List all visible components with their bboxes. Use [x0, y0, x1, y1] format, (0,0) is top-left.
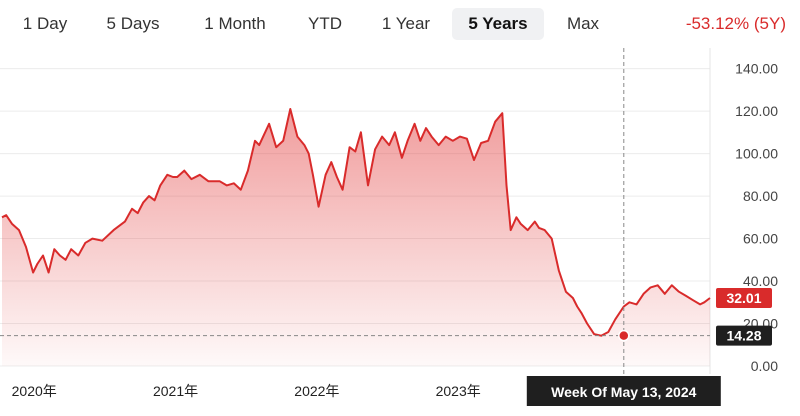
y-tick-label: 0.00	[751, 358, 778, 374]
change-value: -53.12%	[685, 14, 750, 33]
tab-ytd[interactable]: YTD	[308, 14, 342, 33]
change-period: (5Y)	[753, 14, 786, 33]
crosshair-price-label: 14.28	[726, 328, 761, 344]
tab-1-day[interactable]: 1 Day	[22, 14, 68, 33]
crosshair-price-badge: 14.28	[716, 325, 772, 346]
current-price-label: 32.01	[726, 290, 761, 306]
tab-5-years[interactable]: 5 Years	[452, 8, 544, 40]
price-chart[interactable]: 0.0020.0040.0060.0080.00100.00120.00140.…	[0, 48, 800, 416]
y-tick-label: 100.00	[735, 146, 778, 162]
tab-max[interactable]: Max	[566, 14, 600, 33]
y-tick-label: 80.00	[743, 188, 778, 204]
change-percentage: -53.12% (5Y)	[686, 8, 786, 40]
x-tick-label: 2021年	[153, 383, 198, 399]
crosshair-date-badge: Week Of May 13, 2024	[526, 376, 721, 406]
current-price-badge: 32.01	[716, 288, 772, 309]
x-tick-label: 2022年	[294, 383, 339, 399]
y-tick-label: 60.00	[743, 231, 778, 247]
tab-1-month[interactable]: 1 Month	[204, 14, 266, 33]
crosshair-price-badge-bg	[716, 325, 772, 346]
y-tick-label: 40.00	[743, 273, 778, 289]
current-price-badge-bg	[716, 288, 772, 309]
tab-5-days[interactable]: 5 Days	[106, 14, 160, 33]
tab-1-year[interactable]: 1 Year	[381, 14, 431, 33]
crosshair-date-badge-bg	[526, 376, 721, 406]
y-axis-ticks: 0.0020.0040.0060.0080.00100.00120.00140.…	[735, 61, 778, 374]
crosshair-point	[618, 329, 630, 342]
y-tick-label: 140.00	[735, 61, 778, 77]
range-tabs: 1 Day 5 Days 1 Month YTD 1 Year 5 Years …	[0, 0, 800, 48]
crosshair-date-label: Week Of May 13, 2024	[551, 384, 696, 400]
x-tick-label: 2020年	[12, 383, 57, 399]
x-tick-label: 2023年	[436, 383, 481, 399]
x-axis-ticks: 2020年 2021年 2022年 2023年	[12, 383, 481, 399]
price-area	[2, 109, 710, 366]
y-tick-label: 120.00	[735, 103, 778, 119]
price-line	[1, 108, 711, 337]
